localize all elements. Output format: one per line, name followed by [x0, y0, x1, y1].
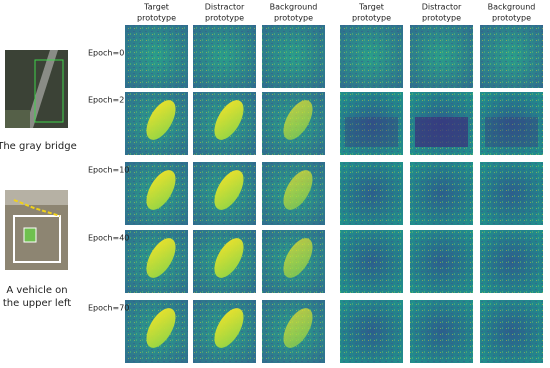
tile-highlight	[146, 170, 176, 210]
tile-texture	[340, 230, 403, 293]
row-label: Epoch=0	[88, 49, 124, 58]
heatmap-tile	[340, 25, 403, 88]
heatmap-tile	[340, 300, 403, 363]
tile-highlight	[214, 308, 244, 348]
heatmap-tile	[262, 92, 325, 155]
tile-texture	[340, 92, 403, 155]
heatmap-tile	[480, 300, 543, 363]
column-header: Distractor	[422, 3, 462, 12]
heatmap-tile	[125, 25, 188, 88]
heatmap-tile	[125, 300, 188, 363]
column-header: prototype	[492, 14, 531, 23]
tile-highlight	[214, 170, 244, 210]
tile-texture	[480, 25, 543, 88]
example-image	[5, 50, 68, 128]
tile-texture	[340, 25, 403, 88]
tile-highlight	[283, 100, 313, 140]
heatmap-tile	[262, 300, 325, 363]
heatmap-tile	[193, 300, 256, 363]
column-header: prototype	[274, 14, 313, 23]
heatmap-tile	[410, 230, 473, 293]
column-header: Target	[143, 3, 169, 12]
heatmap-tile	[193, 25, 256, 88]
column-header: Background	[270, 3, 318, 12]
heatmap-tile	[480, 25, 543, 88]
caption: The gray bridge	[0, 141, 77, 152]
column-header: Background	[488, 3, 536, 12]
heatmap-tile	[480, 230, 543, 293]
tile-highlight	[214, 238, 244, 278]
heatmap-tile	[480, 92, 543, 155]
heatmap-tile	[340, 92, 403, 155]
heatmap-tile	[262, 162, 325, 225]
tile-texture	[410, 300, 473, 363]
heatmap-tile	[410, 92, 473, 155]
column-header: prototype	[422, 14, 461, 23]
heatmap-tile	[410, 300, 473, 363]
heatmap-tile	[410, 162, 473, 225]
tile-dark	[345, 117, 398, 147]
heatmap-tile	[125, 230, 188, 293]
column-header: Distractor	[205, 3, 245, 12]
column-header: Target	[358, 3, 384, 12]
tile-texture	[262, 25, 325, 88]
column-header: prototype	[205, 14, 244, 23]
tile-dark	[485, 117, 538, 147]
tile-texture	[480, 300, 543, 363]
heatmap-tile	[125, 92, 188, 155]
tile-texture	[480, 92, 543, 155]
row-label: Epoch=10	[88, 166, 129, 175]
caption: the upper left	[3, 298, 71, 309]
tile-highlight	[146, 308, 176, 348]
heatmap-tile	[193, 230, 256, 293]
tile-texture	[480, 230, 543, 293]
tile-highlight	[146, 100, 176, 140]
tile-highlight	[283, 170, 313, 210]
tile-texture	[410, 230, 473, 293]
heatmap-tile	[410, 25, 473, 88]
tile-highlight	[146, 238, 176, 278]
tile-highlight	[214, 100, 244, 140]
caption: A vehicle on	[6, 285, 67, 296]
tile-texture	[125, 25, 188, 88]
tile-texture	[340, 300, 403, 363]
heatmap-tile	[340, 230, 403, 293]
heatmap-tile	[262, 230, 325, 293]
example-image	[5, 190, 68, 270]
heatmap-tile	[193, 92, 256, 155]
tile-texture	[480, 162, 543, 225]
tile-dark	[415, 117, 468, 147]
tile-texture	[193, 25, 256, 88]
tile-texture	[340, 162, 403, 225]
row-label: Epoch=70	[88, 304, 129, 313]
heatmap-tile	[262, 25, 325, 88]
heatmap-tile	[480, 162, 543, 225]
column-header: prototype	[137, 14, 176, 23]
tile-texture	[410, 25, 473, 88]
heatmap-tile	[340, 162, 403, 225]
column-header: prototype	[352, 14, 391, 23]
heatmap-tile	[125, 162, 188, 225]
tile-texture	[410, 162, 473, 225]
tile-highlight	[283, 238, 313, 278]
row-label: Epoch=40	[88, 234, 129, 243]
row-label: Epoch=2	[88, 96, 124, 105]
tile-highlight	[283, 308, 313, 348]
heatmap-tile	[193, 162, 256, 225]
